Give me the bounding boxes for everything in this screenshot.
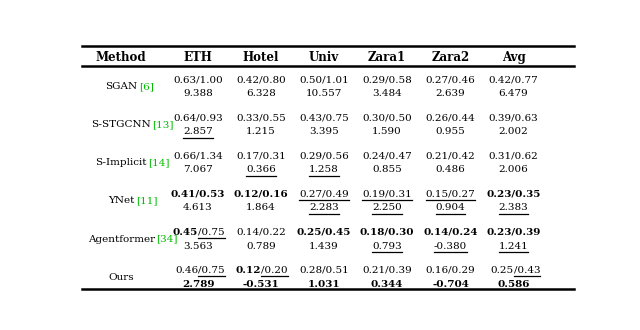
Text: 2.857: 2.857: [183, 127, 213, 136]
Text: 0.12/0.16: 0.12/0.16: [234, 189, 289, 198]
Text: 0.23/0.39: 0.23/0.39: [486, 228, 541, 237]
Text: /0.20: /0.20: [261, 266, 287, 275]
Text: 0.366: 0.366: [246, 165, 276, 174]
Text: 0.42/0.77: 0.42/0.77: [488, 75, 538, 84]
Text: 1.258: 1.258: [309, 165, 339, 174]
Text: 0.43/0.75: 0.43/0.75: [299, 113, 349, 122]
Text: 0.24/0.47: 0.24/0.47: [362, 151, 412, 160]
Text: /0.75: /0.75: [198, 228, 225, 237]
Text: /0.75: /0.75: [198, 266, 225, 275]
Text: 0.45: 0.45: [173, 228, 198, 237]
Text: 2.383: 2.383: [499, 203, 529, 213]
Text: -0.531: -0.531: [243, 280, 280, 289]
Text: 0.42/0.80: 0.42/0.80: [236, 75, 286, 84]
Text: [34]: [34]: [156, 235, 178, 244]
Text: Hotel: Hotel: [243, 51, 279, 64]
Text: 0.16/0.29: 0.16/0.29: [426, 266, 476, 275]
Text: 0.25/0.45: 0.25/0.45: [297, 228, 351, 237]
Text: 1.031: 1.031: [308, 280, 340, 289]
Text: -0.380: -0.380: [434, 242, 467, 250]
Text: 0.19/0.31: 0.19/0.31: [362, 189, 412, 198]
Text: Ours: Ours: [108, 273, 134, 282]
Text: 0.12: 0.12: [236, 266, 261, 275]
Text: 0.23/0.35: 0.23/0.35: [486, 189, 541, 198]
Text: 0.63/1.00: 0.63/1.00: [173, 75, 223, 84]
Text: 0.586: 0.586: [497, 280, 530, 289]
Text: 10.557: 10.557: [306, 89, 342, 98]
Text: 0.41/0.53: 0.41/0.53: [171, 189, 225, 198]
Text: 1.439: 1.439: [309, 242, 339, 250]
Text: 1.864: 1.864: [246, 203, 276, 213]
Text: 7.067: 7.067: [183, 165, 213, 174]
Text: Agentformer: Agentformer: [88, 235, 155, 244]
Text: -0.704: -0.704: [432, 280, 469, 289]
Text: 0.27/0.46: 0.27/0.46: [426, 75, 476, 84]
Text: 2.789: 2.789: [182, 280, 214, 289]
Text: 0.904: 0.904: [436, 203, 465, 213]
Text: 2.002: 2.002: [499, 127, 529, 136]
Text: [11]: [11]: [136, 196, 157, 206]
Text: Avg: Avg: [502, 51, 525, 64]
Text: 0.31/0.62: 0.31/0.62: [488, 151, 538, 160]
Text: Zara2: Zara2: [431, 51, 470, 64]
Text: 0.29/0.58: 0.29/0.58: [362, 75, 412, 84]
Text: S-STGCNN: S-STGCNN: [92, 120, 151, 129]
Text: [14]: [14]: [148, 158, 170, 167]
Text: ETH: ETH: [184, 51, 212, 64]
Text: SGAN: SGAN: [105, 82, 137, 91]
Text: 0.28/0.51: 0.28/0.51: [299, 266, 349, 275]
Text: 1.241: 1.241: [499, 242, 529, 250]
Text: 0.955: 0.955: [436, 127, 465, 136]
Text: 0.14/0.24: 0.14/0.24: [423, 228, 478, 237]
Text: 0.14/0.22: 0.14/0.22: [236, 228, 286, 237]
Text: 6.479: 6.479: [499, 89, 529, 98]
Text: 0.30/0.50: 0.30/0.50: [362, 113, 412, 122]
Text: 0.793: 0.793: [372, 242, 402, 250]
Text: 0.27/0.49: 0.27/0.49: [299, 189, 349, 198]
Text: [6]: [6]: [139, 82, 154, 91]
Text: 0.344: 0.344: [371, 280, 403, 289]
Text: 0.25: 0.25: [490, 266, 513, 275]
Text: 0.15/0.27: 0.15/0.27: [426, 189, 476, 198]
Text: 2.283: 2.283: [309, 203, 339, 213]
Text: /0.43: /0.43: [513, 266, 540, 275]
Text: 4.613: 4.613: [183, 203, 213, 213]
Text: 0.50/1.01: 0.50/1.01: [299, 75, 349, 84]
Text: [13]: [13]: [152, 120, 174, 129]
Text: 0.33/0.55: 0.33/0.55: [236, 113, 286, 122]
Text: 0.46: 0.46: [175, 266, 198, 275]
Text: 3.484: 3.484: [372, 89, 402, 98]
Text: 2.006: 2.006: [499, 165, 529, 174]
Text: 2.250: 2.250: [372, 203, 402, 213]
Text: Univ: Univ: [309, 51, 339, 64]
Text: 3.395: 3.395: [309, 127, 339, 136]
Text: 0.39/0.63: 0.39/0.63: [488, 113, 538, 122]
Text: 0.789: 0.789: [246, 242, 276, 250]
Text: 9.388: 9.388: [183, 89, 213, 98]
Text: 0.66/1.34: 0.66/1.34: [173, 151, 223, 160]
Text: 0.486: 0.486: [436, 165, 465, 174]
Text: 0.855: 0.855: [372, 165, 402, 174]
Text: 0.18/0.30: 0.18/0.30: [360, 228, 414, 237]
Text: 0.29/0.56: 0.29/0.56: [299, 151, 349, 160]
Text: 0.21/0.42: 0.21/0.42: [426, 151, 476, 160]
Text: 1.215: 1.215: [246, 127, 276, 136]
Text: S-Implicit: S-Implicit: [95, 158, 147, 167]
Text: 0.64/0.93: 0.64/0.93: [173, 113, 223, 122]
Text: Zara1: Zara1: [368, 51, 406, 64]
Text: Method: Method: [96, 51, 147, 64]
Text: YNet: YNet: [108, 196, 134, 206]
Text: 2.639: 2.639: [436, 89, 465, 98]
Text: 6.328: 6.328: [246, 89, 276, 98]
Text: 1.590: 1.590: [372, 127, 402, 136]
Text: 0.17/0.31: 0.17/0.31: [236, 151, 286, 160]
Text: 0.21/0.39: 0.21/0.39: [362, 266, 412, 275]
Text: 3.563: 3.563: [183, 242, 213, 250]
Text: 0.26/0.44: 0.26/0.44: [426, 113, 476, 122]
